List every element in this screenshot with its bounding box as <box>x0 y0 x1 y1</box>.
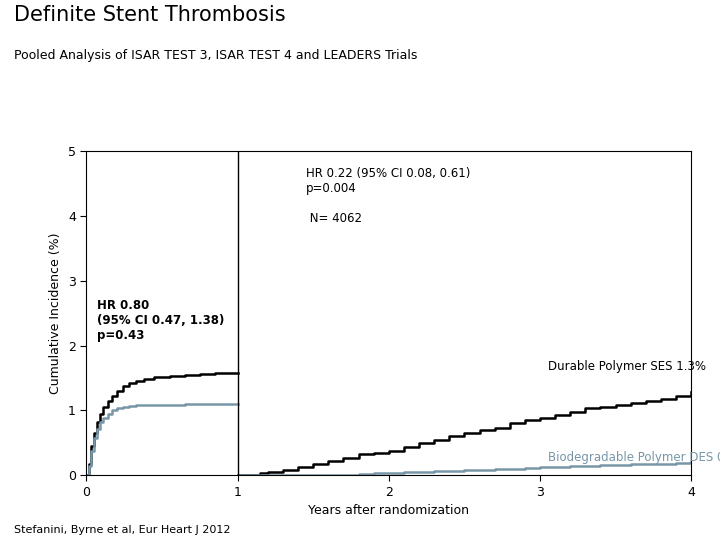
Text: Biodegradable Polymer DES 0.2%: Biodegradable Polymer DES 0.2% <box>547 451 720 464</box>
X-axis label: Years after randomization: Years after randomization <box>308 504 469 517</box>
Text: Definite Stent Thrombosis: Definite Stent Thrombosis <box>14 5 286 25</box>
Text: Durable Polymer SES 1.3%: Durable Polymer SES 1.3% <box>547 360 706 373</box>
Y-axis label: Cumulative Incidence (%): Cumulative Incidence (%) <box>50 232 63 394</box>
Text: HR 0.80
(95% CI 0.47, 1.38)
p=0.43: HR 0.80 (95% CI 0.47, 1.38) p=0.43 <box>97 299 225 342</box>
Text: HR 0.22 (95% CI 0.08, 0.61)
p=0.004

 N= 4062: HR 0.22 (95% CI 0.08, 0.61) p=0.004 N= 4… <box>305 167 470 225</box>
Text: Stefanini, Byrne et al, Eur Heart J 2012: Stefanini, Byrne et al, Eur Heart J 2012 <box>14 524 231 535</box>
Text: Pooled Analysis of ISAR TEST 3, ISAR TEST 4 and LEADERS Trials: Pooled Analysis of ISAR TEST 3, ISAR TES… <box>14 49 418 62</box>
